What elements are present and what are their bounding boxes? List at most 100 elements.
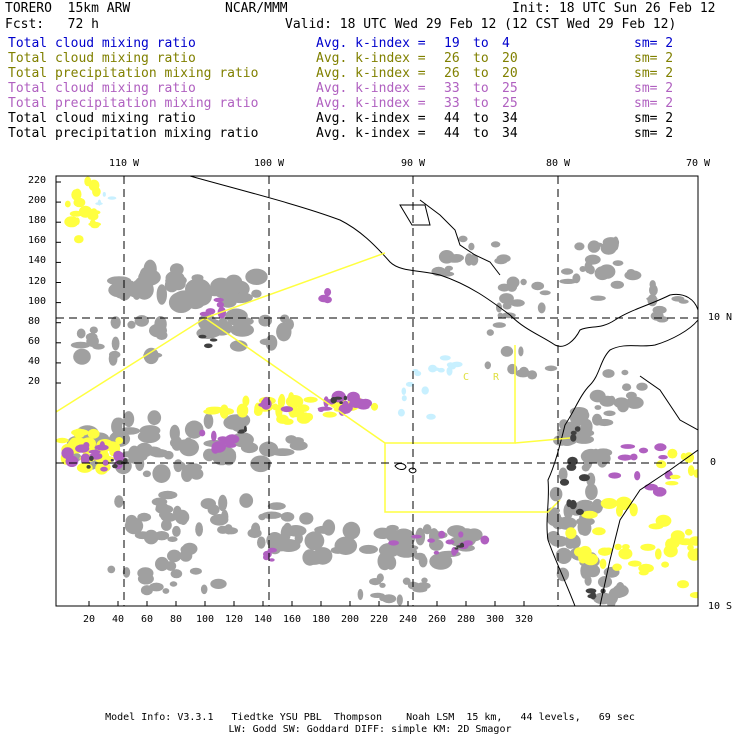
cloud-cover bbox=[89, 326, 98, 334]
cloud-cover bbox=[122, 567, 131, 578]
light-precip bbox=[677, 580, 689, 589]
light-precip bbox=[687, 544, 694, 551]
heavy-precip bbox=[567, 456, 578, 466]
cloud-cover bbox=[183, 437, 194, 453]
lat-lon-grid bbox=[56, 176, 698, 606]
cloud-cover bbox=[626, 269, 636, 275]
light-cloud bbox=[426, 413, 436, 420]
cloud-cover bbox=[140, 585, 153, 596]
cloud-cover bbox=[527, 370, 538, 380]
heavy-precip bbox=[343, 395, 348, 401]
moderate-precip bbox=[213, 297, 224, 303]
y-tick-label: 180 bbox=[28, 215, 47, 227]
light-precip bbox=[370, 402, 379, 411]
cloud-cover bbox=[502, 302, 512, 310]
cloud-cover bbox=[134, 531, 151, 540]
cloud-cover bbox=[291, 437, 304, 445]
light-precip bbox=[104, 441, 120, 452]
light-cloud bbox=[95, 202, 103, 206]
legend-field-name: Total precipitation mixing ratio bbox=[8, 66, 259, 81]
lat-label-0: 0 bbox=[710, 457, 717, 468]
cloud-cover bbox=[357, 588, 364, 601]
x-tick-label: 300 bbox=[485, 614, 505, 625]
cloud-cover bbox=[486, 329, 494, 336]
moderate-precip bbox=[262, 396, 271, 406]
cloud-cover bbox=[202, 287, 212, 304]
light-precip bbox=[622, 544, 630, 550]
cloud-cover bbox=[156, 284, 167, 305]
moderate-precip bbox=[411, 534, 422, 539]
y-tick-label: 40 bbox=[28, 355, 41, 367]
light-precip bbox=[69, 210, 83, 217]
coastline bbox=[394, 463, 407, 470]
cloud-cover bbox=[169, 581, 178, 587]
light-precip bbox=[648, 523, 664, 530]
cloud-cover bbox=[302, 549, 318, 566]
cloud-cover bbox=[518, 366, 529, 378]
light-precip bbox=[64, 200, 71, 208]
light-precip bbox=[655, 548, 662, 560]
cloud-cover bbox=[70, 341, 91, 349]
moderate-precip bbox=[433, 550, 440, 555]
cloud-cover bbox=[172, 525, 181, 537]
cloud-cover bbox=[385, 529, 396, 541]
legend-k-end: 4 bbox=[502, 36, 510, 51]
cloud-cover bbox=[129, 526, 142, 533]
cloud-cover bbox=[257, 536, 266, 549]
cloud-cover bbox=[169, 263, 184, 276]
cloud-cover bbox=[121, 451, 139, 458]
cloud-cover bbox=[189, 468, 204, 480]
cloud-cover bbox=[250, 455, 272, 473]
legend-to: to bbox=[473, 36, 489, 51]
cloud-cover bbox=[603, 410, 616, 417]
legend-field-name: Total cloud mixing ratio bbox=[8, 111, 196, 126]
coastline bbox=[419, 199, 501, 276]
light-precip bbox=[74, 217, 80, 225]
x-tick-label: 160 bbox=[282, 614, 302, 625]
moderate-precip bbox=[608, 472, 622, 479]
cloud-cover bbox=[127, 320, 136, 329]
light-precip bbox=[618, 548, 633, 560]
legend-k-end: 34 bbox=[502, 126, 518, 141]
cloud-cover bbox=[112, 417, 125, 426]
cloud-cover bbox=[559, 278, 577, 284]
light-precip bbox=[669, 474, 681, 480]
moderate-precip bbox=[342, 403, 353, 413]
cloud-cover bbox=[596, 452, 611, 465]
cloud-cover bbox=[137, 567, 154, 579]
cloud-cover bbox=[594, 405, 602, 410]
box-label-r: R bbox=[493, 372, 500, 383]
cloud-cover bbox=[235, 413, 251, 427]
moderate-precip bbox=[83, 442, 90, 449]
cloud-cover bbox=[224, 527, 239, 535]
light-precip bbox=[583, 553, 599, 566]
moderate-precip bbox=[324, 288, 332, 297]
cloud-cover bbox=[170, 569, 183, 579]
cloud-cover bbox=[245, 268, 268, 285]
light-precip bbox=[253, 407, 263, 416]
cloud-cover bbox=[539, 290, 551, 296]
light-precip bbox=[612, 563, 622, 571]
x-tick-label: 120 bbox=[224, 614, 244, 625]
light-precip bbox=[87, 213, 95, 220]
physics-info-line: LW: Godd SW: Goddard DIFF: simple KM: 2D… bbox=[228, 724, 512, 735]
moderate-precip bbox=[638, 447, 649, 454]
light-precip bbox=[282, 418, 294, 425]
cloud-cover bbox=[180, 545, 193, 555]
moderate-precip bbox=[102, 459, 109, 466]
cloud-cover bbox=[484, 361, 491, 370]
light-precip bbox=[115, 437, 124, 445]
cloud-cover bbox=[123, 411, 135, 428]
cloud-cover bbox=[167, 536, 178, 542]
cloud-cover bbox=[177, 298, 187, 311]
y-tick-label: 200 bbox=[28, 195, 47, 207]
light-precip bbox=[600, 498, 618, 509]
legend-k-start: 33 bbox=[444, 96, 460, 111]
cloud-cover bbox=[107, 565, 116, 574]
cloud-cover bbox=[622, 383, 632, 392]
legend-k-label: Avg. k-index = bbox=[316, 111, 426, 126]
moderate-precip bbox=[445, 539, 455, 545]
heavy-precip bbox=[590, 591, 596, 600]
cloud-cover bbox=[218, 494, 228, 512]
light-precip bbox=[661, 561, 669, 568]
